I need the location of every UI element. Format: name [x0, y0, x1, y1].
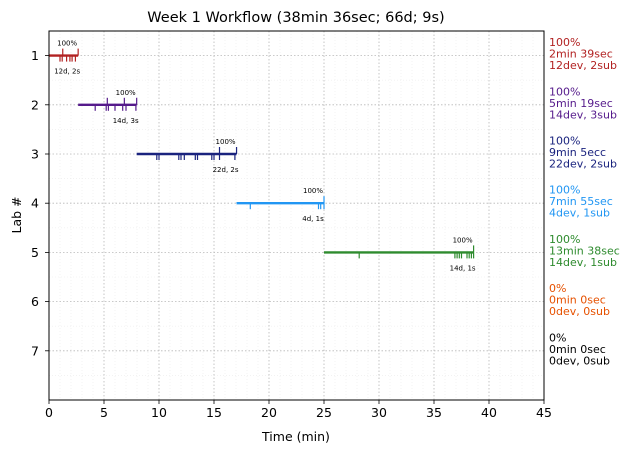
lab-1-count-label: 12d, 2s — [54, 68, 80, 76]
marks: 100% 12d, 2s 100% 14d, 3s 100% 22d, 2s 100% 4d,… — [49, 40, 476, 272]
lab-1-pct-label: 100% — [57, 40, 77, 48]
y-tick-label: 3 — [31, 147, 39, 162]
y-axis-label: Lab # — [9, 196, 24, 233]
lab-7-side-label: 0dev, 0sub — [549, 354, 610, 367]
lab-1-side-label: 12dev, 2sub — [549, 59, 617, 72]
x-axis-label: Time (min) — [261, 429, 330, 444]
lab-5-side-label: 14dev, 1sub — [549, 256, 617, 269]
y-tick-label: 5 — [31, 245, 39, 260]
lab-4-side-label: 100% — [549, 184, 580, 197]
lab-2-side-label: 5min 19sec — [549, 97, 613, 110]
lab-5-count-label: 14d, 1s — [450, 264, 476, 272]
lab-6-side-label: 0% — [549, 282, 566, 295]
x-tick-label: 40 — [481, 405, 497, 420]
lab-3-pct-label: 100% — [216, 138, 236, 146]
lab-4-pct-label: 100% — [303, 187, 323, 195]
lab-7-side-label: 0% — [549, 331, 566, 344]
plot-frame — [48, 30, 545, 401]
y-tick-label: 7 — [31, 343, 39, 358]
lab-5-pct-label: 100% — [453, 236, 473, 244]
chart-title: Week 1 Workflow (38min 36sec; 66d; 9s) — [147, 10, 444, 26]
lab-2-count-label: 14d, 3s — [113, 117, 139, 125]
lab-4-count-label: 4d, 1s — [302, 215, 324, 223]
x-tick-label: 5 — [100, 405, 108, 420]
y-tick-label: 6 — [31, 294, 39, 309]
x-tick-label: 0 — [45, 405, 53, 420]
lab-7-side-label: 0min 0sec — [549, 343, 606, 356]
grid — [49, 30, 544, 400]
x-tick-label: 15 — [206, 405, 222, 420]
lab-1-side-label: 100% — [549, 36, 580, 49]
y-tick-label: 4 — [31, 196, 39, 211]
x-tick-label: 45 — [536, 405, 552, 420]
lab-5-side-label: 13min 38sec — [549, 244, 620, 257]
lab-4-side-label: 7min 55sec — [549, 195, 613, 208]
lab-3-count-label: 22d, 2s — [213, 166, 239, 174]
x-tick-label: 10 — [151, 405, 167, 420]
lab-3-side-label: 100% — [549, 135, 580, 148]
y-tick-label: 2 — [31, 97, 39, 112]
lab-5-side-label: 100% — [549, 233, 580, 246]
lab-4-side-label: 4dev, 1sub — [549, 207, 610, 220]
x-tick-label: 20 — [261, 405, 277, 420]
lab-6-side-label: 0dev, 0sub — [549, 305, 610, 318]
lab-6-side-label: 0min 0sec — [549, 294, 606, 307]
y-tick-label: 1 — [31, 48, 39, 63]
lab-2-side-label: 100% — [549, 85, 580, 98]
lab-3-side-label: 22dev, 2sub — [549, 158, 617, 171]
lab-2-pct-label: 100% — [116, 89, 136, 97]
lab-2-side-label: 14dev, 3sub — [549, 108, 617, 121]
x-tick-label: 25 — [316, 405, 332, 420]
lab-3-side-label: 9min 5ecc — [549, 146, 606, 159]
x-tick-label: 35 — [426, 405, 442, 420]
x-tick-label: 30 — [371, 405, 387, 420]
lab-1-side-label: 2min 39sec — [549, 48, 613, 61]
